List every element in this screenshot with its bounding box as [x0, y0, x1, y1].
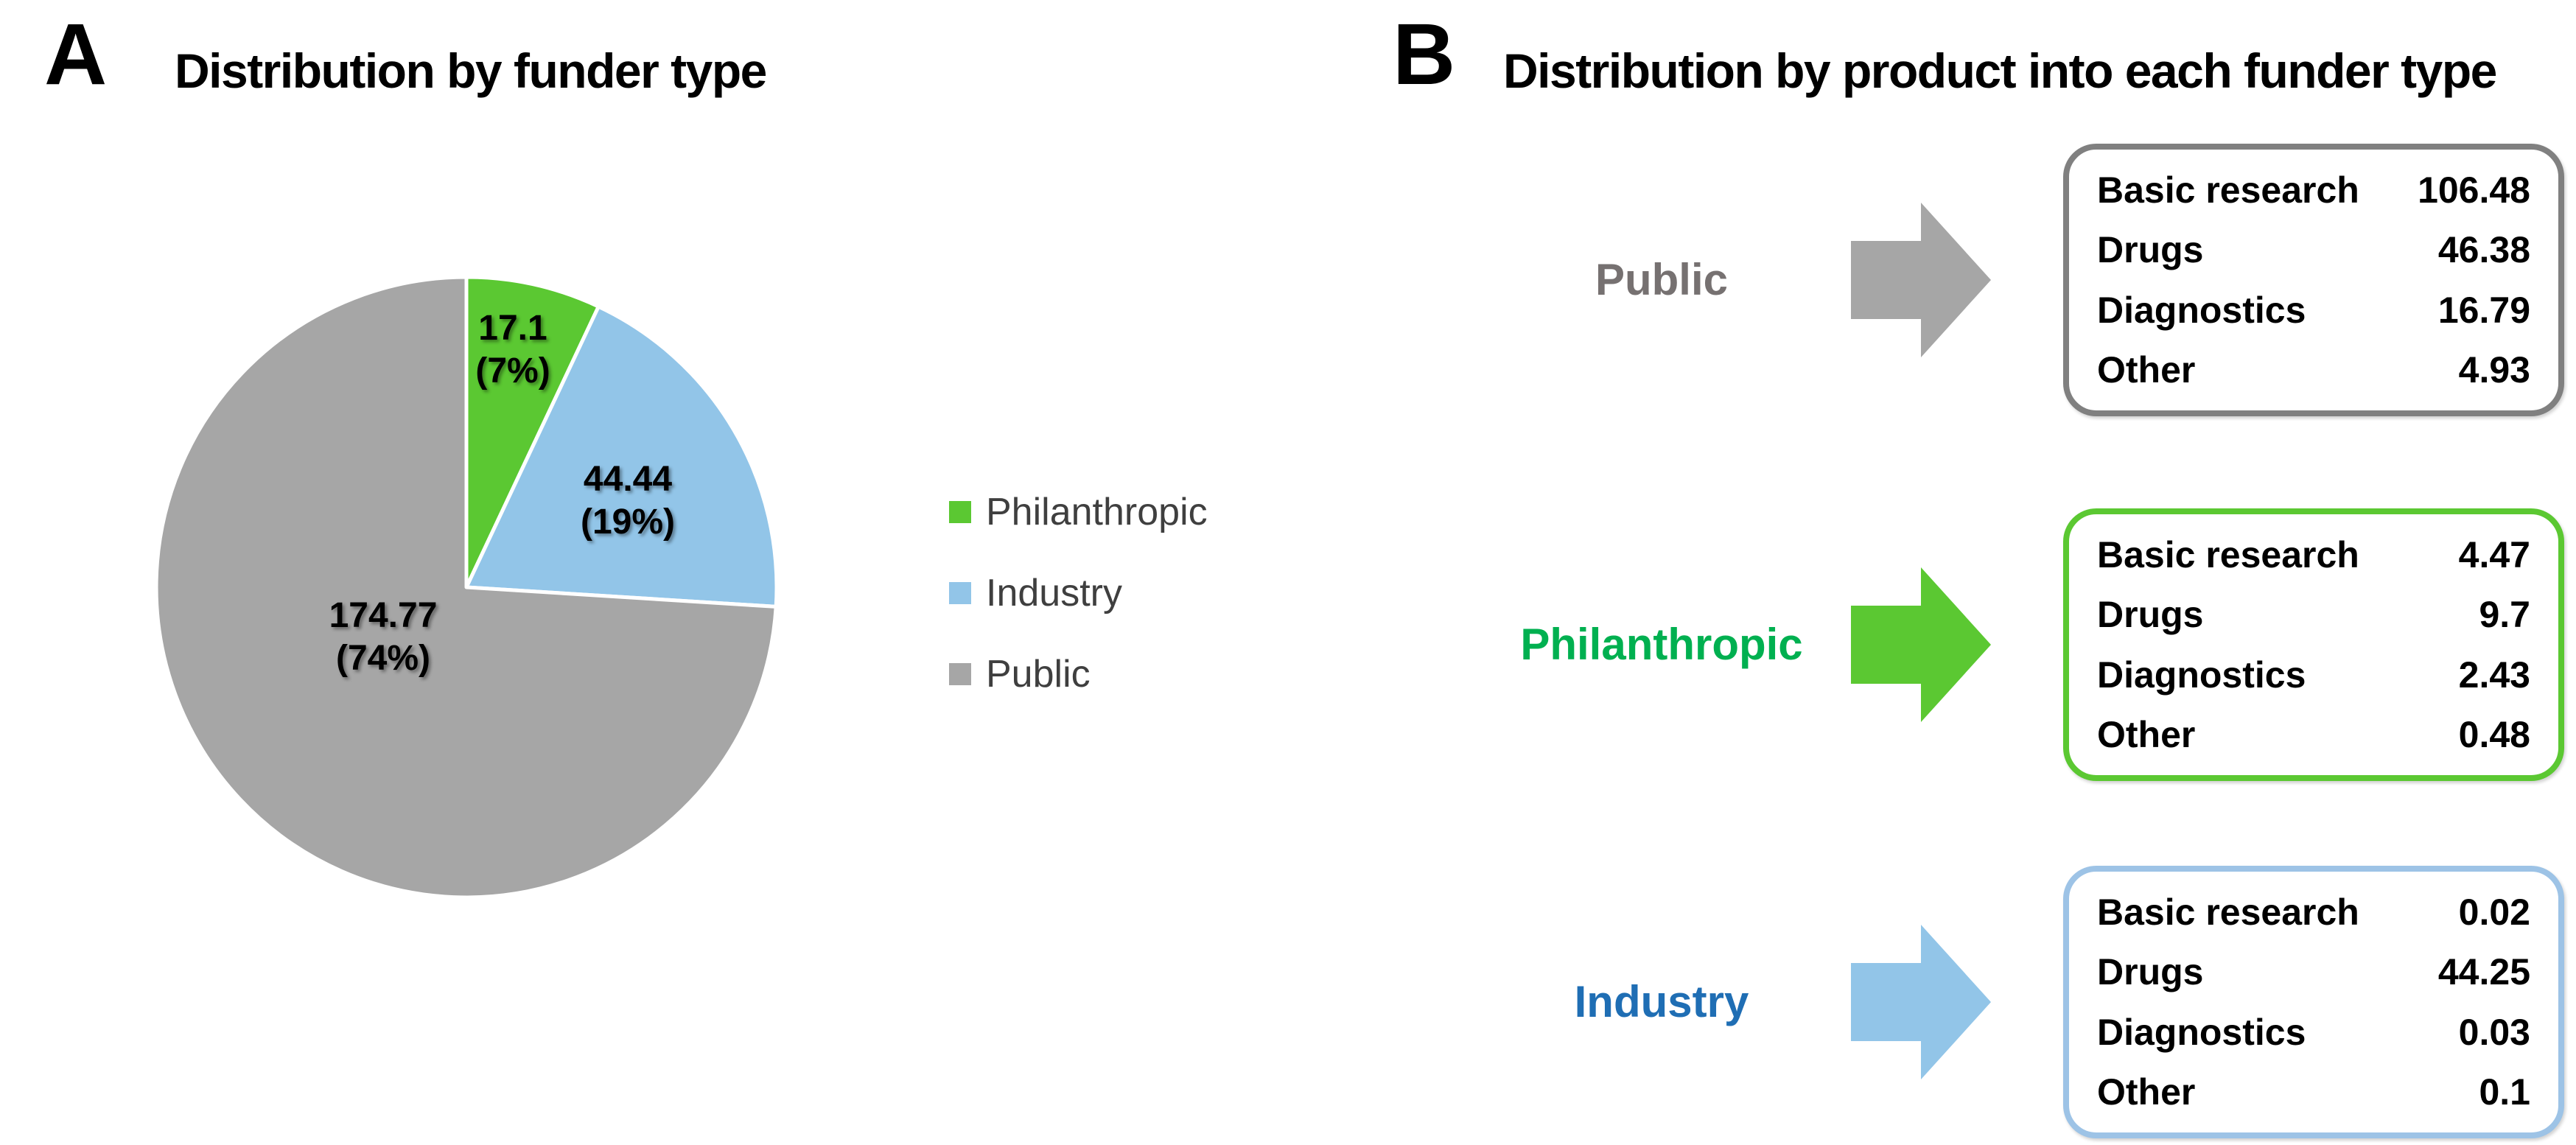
row-value: 44.25: [2437, 951, 2530, 993]
row-label: Basic research: [2097, 891, 2359, 933]
legend-swatch-philanthropic: [949, 501, 971, 523]
arrow-icon-public: [1851, 203, 1991, 357]
pie-label-public: 174.77 (74%): [329, 595, 438, 680]
panel-a-title: Distribution by funder type: [175, 43, 767, 98]
panel-a-letter: A: [44, 6, 108, 103]
pie-label-public-value: 174.77: [329, 596, 438, 635]
arrow-shape: [1851, 203, 1991, 357]
row-label: Basic research: [2097, 533, 2359, 575]
pie-slice-public: [154, 275, 778, 900]
row-value: 9.7: [2479, 594, 2530, 636]
pie-chart: 17.1 (7%) 44.44 (19%) 174.77 (74%): [152, 273, 781, 902]
table-row: Other 4.93: [2097, 349, 2530, 391]
pie-label-public-pct: (74%): [335, 639, 431, 678]
row-value: 106.48: [2418, 169, 2530, 211]
row-value: 0.03: [2458, 1011, 2530, 1053]
funder-label-philanthropic: Philanthropic: [1520, 620, 1803, 669]
pie-label-industry: 44.44 (19%): [581, 458, 675, 544]
info-box-philanthropic: Basic research 4.47 Drugs 9.7 Diagnostic…: [2063, 508, 2564, 781]
info-box-public: Basic research 106.48 Drugs 46.38 Diagno…: [2063, 144, 2564, 416]
pie-label-philanthropic-value: 17.1: [478, 309, 547, 348]
pie-label-philanthropic-pct: (7%): [475, 351, 550, 391]
pie-slice-industry: [464, 304, 779, 609]
arrow-icon-industry: [1851, 925, 1991, 1079]
row-value: 0.48: [2458, 714, 2530, 756]
pie-label-philanthropic: 17.1 (7%): [475, 307, 550, 393]
row-value: 4.93: [2458, 349, 2530, 391]
legend-item-public: Public: [949, 634, 1208, 715]
table-row: Diagnostics 16.79: [2097, 289, 2530, 332]
row-label: Diagnostics: [2097, 654, 2306, 696]
pie-slice-philanthropic: [464, 275, 601, 589]
table-row: Diagnostics 2.43: [2097, 654, 2530, 696]
pie-label-industry-value: 44.44: [583, 460, 673, 499]
table-row: Basic research 4.47: [2097, 533, 2530, 576]
row-value: 0.02: [2458, 891, 2530, 933]
legend-item-industry: Industry: [949, 553, 1208, 634]
info-box-industry: Basic research 0.02 Drugs 44.25 Diagnost…: [2063, 866, 2564, 1138]
table-row: Drugs 46.38: [2097, 228, 2530, 271]
legend-label: Public: [986, 653, 1091, 696]
table-row: Other 0.48: [2097, 713, 2530, 756]
row-label: Diagnostics: [2097, 289, 2306, 331]
row-value: 4.47: [2458, 533, 2530, 575]
table-row: Other 0.1: [2097, 1071, 2530, 1113]
row-label: Drugs: [2097, 951, 2204, 993]
table-row: Drugs 44.25: [2097, 950, 2530, 993]
table-row: Basic research 106.48: [2097, 169, 2530, 211]
panel-b-letter: B: [1393, 6, 1456, 103]
legend-swatch-industry: [949, 582, 971, 604]
row-label: Drugs: [2097, 594, 2204, 636]
arrow-shape: [1851, 925, 1991, 1079]
legend-item-philanthropic: Philanthropic: [949, 472, 1208, 553]
row-label: Diagnostics: [2097, 1011, 2306, 1053]
row-value: 16.79: [2437, 289, 2530, 331]
row-value: 2.43: [2458, 654, 2530, 696]
legend-label: Industry: [986, 572, 1122, 614]
table-row: Drugs 9.7: [2097, 593, 2530, 636]
pie-chart-svg: [154, 275, 779, 900]
row-value: 46.38: [2437, 229, 2530, 271]
row-value: 0.1: [2479, 1071, 2530, 1113]
row-label: Basic research: [2097, 169, 2359, 211]
row-label: Other: [2097, 714, 2196, 756]
arrow-icon-philanthropic: [1851, 567, 1991, 722]
table-row: Diagnostics 0.03: [2097, 1011, 2530, 1054]
funder-label-public: Public: [1595, 255, 1729, 304]
legend-label: Philanthropic: [986, 491, 1208, 533]
funder-label-industry: Industry: [1574, 977, 1749, 1026]
row-label: Other: [2097, 1071, 2196, 1113]
legend-swatch-public: [949, 663, 971, 685]
table-row: Basic research 0.02: [2097, 891, 2530, 934]
pie-legend: Philanthropic Industry Public: [949, 472, 1208, 715]
pie-label-industry-pct: (19%): [580, 503, 676, 542]
row-label: Other: [2097, 349, 2196, 391]
panel-b-title: Distribution by product into each funder…: [1503, 43, 2497, 98]
arrow-shape: [1851, 567, 1991, 722]
row-label: Drugs: [2097, 229, 2204, 271]
